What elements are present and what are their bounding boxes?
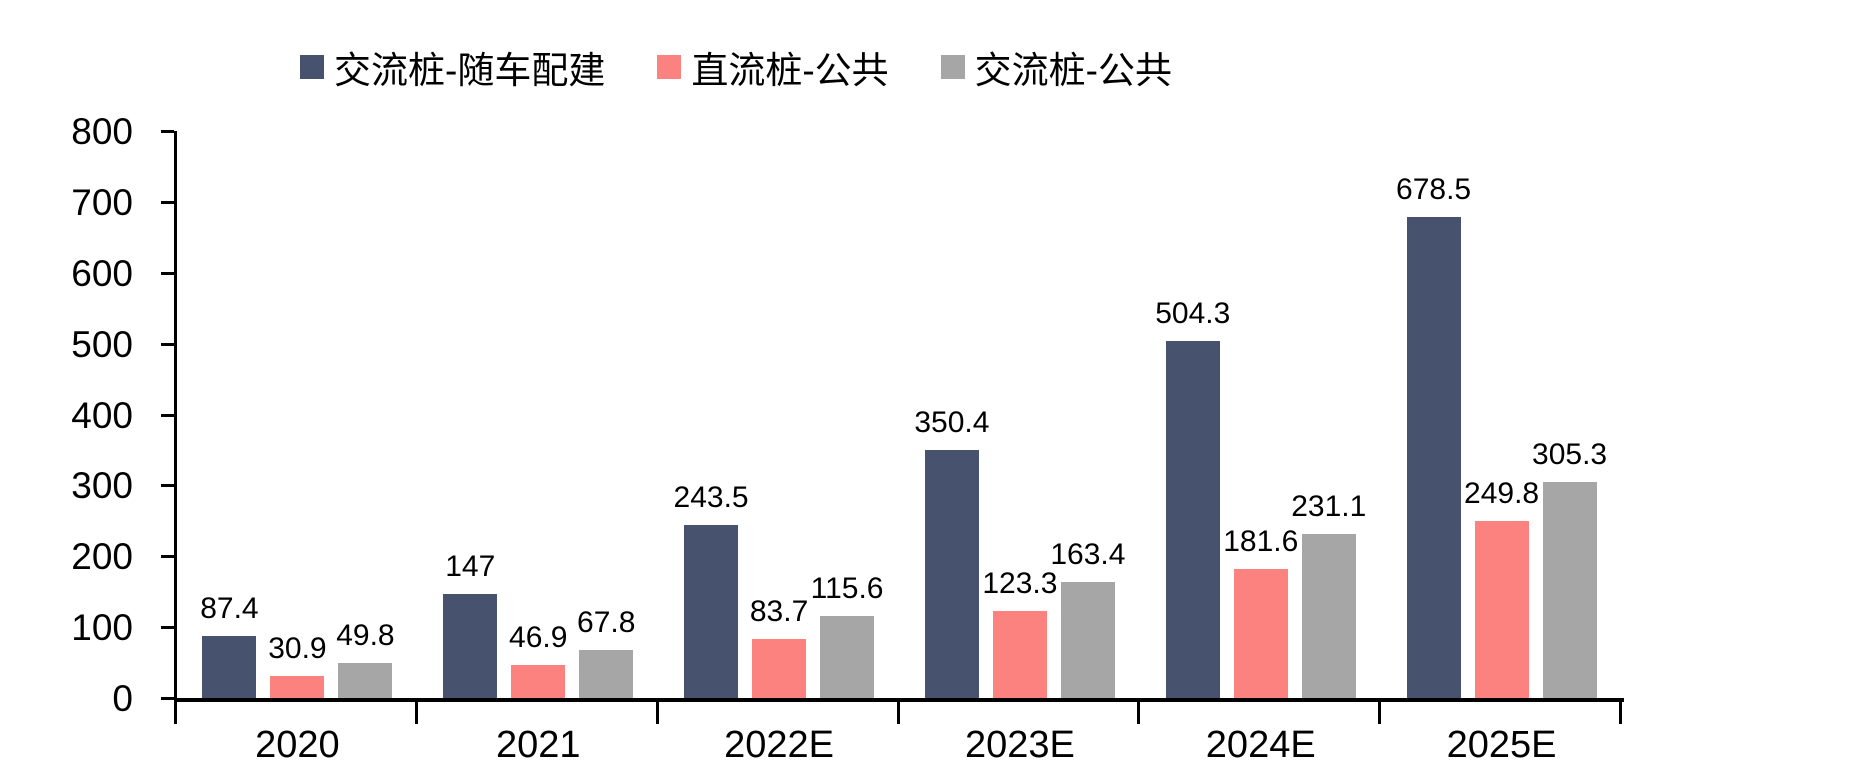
y-axis-tick-label: 300 [71,465,133,507]
x-axis-tick [1137,698,1141,724]
legend-swatch [940,55,965,79]
bar-2023E-series3 [1060,582,1115,698]
y-axis-tick [161,130,174,133]
y-axis-tick-label: 100 [71,607,133,649]
bar-2021-series3 [579,649,634,698]
legend-swatch [657,55,682,79]
bar-value-label: 504.3 [1155,296,1231,330]
bar-value-label: 67.8 [577,605,636,639]
bar-value-label: 305.3 [1532,437,1608,471]
bar-value-label: 181.6 [1223,525,1299,559]
legend: 交流桩-随车配建 直流桩-公共 交流桩-公共 [300,40,1172,94]
bar-value-label: 231.1 [1291,490,1367,524]
y-axis-tick [161,342,174,346]
bar-2020-series2 [270,676,325,698]
y-axis-tick [161,271,174,275]
legend-series-label: 直流桩-公共 [691,50,889,91]
legend-series-label: 交流桩-随车配建 [334,50,606,91]
x-axis-category-label: 2024E [1205,724,1316,766]
x-axis-tick [655,698,659,724]
legend-swatch [300,55,324,79]
y-axis-tick [161,697,174,700]
bar-2022E-series2 [752,638,807,698]
bar-2025E-series2 [1474,520,1529,698]
bar-value-label: 87.4 [200,592,259,626]
y-axis-tick-label: 500 [71,323,133,365]
y-axis-tick-label: 600 [71,252,133,294]
bar-value-label: 123.3 [982,566,1058,600]
bar-value-label: 147 [445,549,496,583]
bar-value-label: 243.5 [673,481,749,515]
x-axis-category-label: 2023E [964,724,1075,766]
y-axis-tick-label: 700 [71,181,133,223]
legend-series-label: 交流桩-公共 [974,50,1172,91]
x-axis-tick [174,698,177,724]
bar-2021-series1 [443,593,498,698]
bar-2023E-series2 [992,610,1047,698]
x-axis-tick [1619,698,1622,724]
y-axis-tick [161,626,174,630]
x-axis-category-label: 2022E [724,724,835,766]
x-axis-tick [1378,698,1382,724]
x-axis-tick [414,698,418,724]
bar-value-label: 678.5 [1396,173,1472,207]
x-axis-tick [896,698,900,724]
bar-value-label: 350.4 [914,405,990,439]
bar-value-label: 49.8 [336,618,395,652]
y-axis-line [174,131,177,702]
bar-2024E-series1 [1165,340,1220,698]
bar-2022E-series1 [684,525,739,698]
bar-2025E-series1 [1406,217,1461,698]
bar-2021-series2 [511,664,566,698]
y-axis-tick [161,413,174,417]
y-axis-tick [161,484,174,488]
y-axis-tick-label: 800 [71,111,133,152]
bar-value-label: 46.9 [509,620,568,654]
y-axis-tick-label: 0 [112,678,133,719]
bar-2024E-series2 [1233,569,1288,698]
legend-item: 交流桩-随车配建 [300,40,605,94]
y-axis-tick [161,555,174,559]
bar-2025E-series3 [1542,481,1597,698]
x-axis-category-label: 2021 [495,724,581,766]
bar-2020-series1 [202,636,257,698]
legend-item: 直流桩-公共 [657,40,889,94]
bar-2022E-series3 [820,616,875,698]
bar-value-label: 83.7 [749,594,809,628]
y-axis-tick-label: 200 [71,536,133,578]
bar-value-label: 163.4 [1050,538,1126,572]
bar-2020-series3 [338,662,393,698]
x-axis-category-label: 2020 [255,724,340,766]
bar-2023E-series1 [924,449,979,698]
bar-value-label: 249.8 [1464,476,1540,510]
y-axis-tick-label: 400 [71,394,133,436]
x-axis-category-label: 2025E [1446,724,1557,766]
y-axis-tick [161,200,174,204]
bar-value-label: 115.6 [810,572,884,606]
bar-value-label: 30.9 [268,632,327,666]
bar-2024E-series3 [1301,534,1356,698]
legend-item: 交流桩-公共 [940,40,1172,94]
